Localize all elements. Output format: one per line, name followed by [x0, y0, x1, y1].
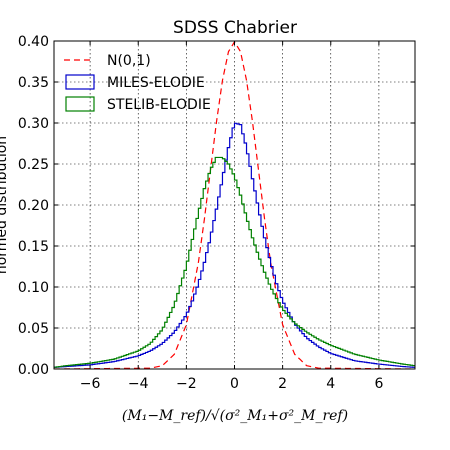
x-tick-label: −2	[176, 376, 197, 392]
y-tick-label: 0.40	[18, 34, 49, 50]
x-tick-label: 0	[230, 376, 239, 392]
ticks	[54, 40, 415, 370]
y-tick-label: 0.10	[18, 280, 49, 296]
legend: N(0,1) MILES-ELODIE STELIB-ELODIE	[64, 53, 211, 113]
x-tick-label: −6	[80, 376, 101, 392]
x-tick-label: 2	[278, 376, 287, 392]
y-axis-label: normed distribution	[0, 136, 10, 274]
legend-label: MILES-ELODIE	[107, 75, 205, 91]
x-tick-label: 4	[326, 376, 335, 392]
legend-swatch	[65, 74, 95, 90]
legend-label: STELIB-ELODIE	[107, 97, 211, 113]
y-tick-label: 0.00	[18, 362, 49, 378]
y-tick-label: 0.30	[18, 116, 49, 132]
chart-title: SDSS Chabrier	[173, 18, 297, 38]
legend-swatch	[65, 96, 95, 112]
tick-labels: −6 −4 −2 0 2 4 6 0.00 0.05 0.10 0.15 0.20 0.25 0.30 0.…	[18, 34, 384, 392]
y-tick-label: 0.05	[18, 321, 49, 337]
y-tick-label: 0.35	[18, 75, 49, 91]
x-axis-label: (M₁−M_ref)/√(σ²_M₁+σ²_M_ref)	[122, 408, 348, 424]
x-tick-label: −4	[128, 376, 149, 392]
x-tick-label: 6	[374, 376, 383, 392]
y-tick-label: 0.20	[18, 198, 49, 214]
y-tick-label: 0.15	[18, 239, 49, 255]
legend-label: N(0,1)	[107, 53, 151, 69]
series-line-3	[54, 156, 415, 368]
y-tick-label: 0.25	[18, 157, 49, 173]
series-line-2	[54, 122, 415, 368]
